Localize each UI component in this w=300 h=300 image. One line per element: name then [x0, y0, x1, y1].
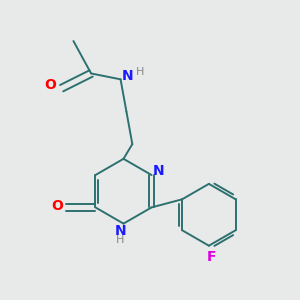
Text: H: H: [136, 67, 144, 77]
Text: F: F: [207, 250, 217, 265]
Text: N: N: [153, 164, 165, 178]
Text: N: N: [115, 224, 126, 238]
Text: N: N: [122, 69, 134, 83]
Text: O: O: [44, 78, 56, 92]
Text: H: H: [116, 235, 125, 245]
Text: O: O: [51, 199, 63, 213]
